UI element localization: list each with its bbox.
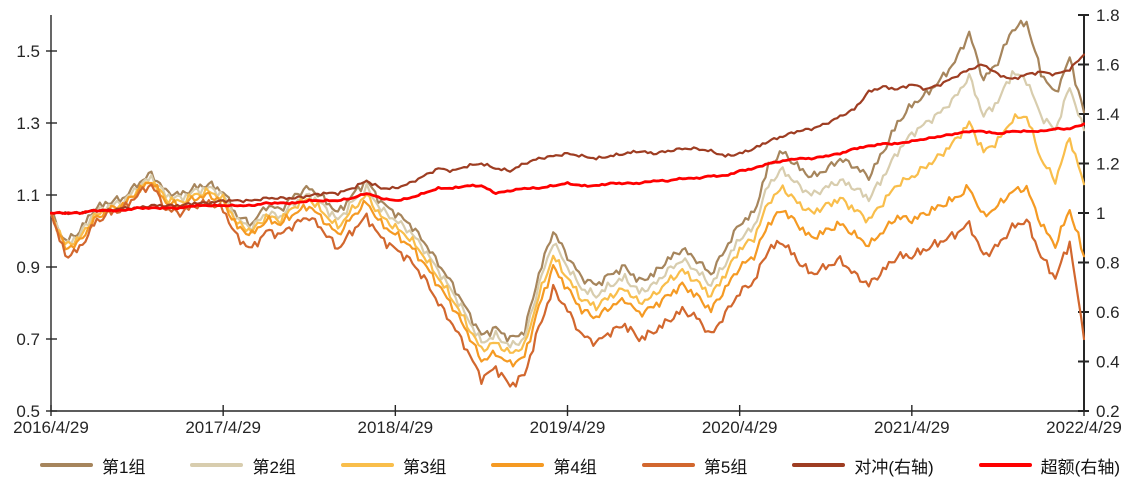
right-axis-tick-label: 1.2 [1096, 155, 1120, 174]
left-axis-tick-label: 1.5 [16, 42, 40, 61]
right-axis-tick-label: 0.4 [1096, 353, 1120, 372]
legend-item-第3组: 第3组 [340, 453, 447, 478]
series-line-对冲(右轴) [50, 53, 1085, 216]
legend-item-对冲(右轴): 对冲(右轴) [792, 453, 934, 478]
legend-item-超额(右轴): 超额(右轴) [978, 453, 1120, 478]
series-line-第5组 [50, 183, 1085, 388]
legend-swatch-icon [40, 463, 93, 467]
legend-label: 第3组 [402, 457, 447, 477]
right-axis-tick-label: 0.2 [1096, 402, 1120, 421]
right-axis-tick-label: 1.4 [1096, 105, 1120, 124]
left-axis-tick-label: 0.5 [16, 402, 40, 421]
legend-swatch-icon [792, 463, 846, 467]
legend-swatch-icon [340, 463, 394, 467]
legend-label: 第4组 [553, 457, 597, 477]
legend-swatch-icon [491, 463, 545, 467]
series-line-超额(右轴) [50, 122, 1085, 216]
legend-swatch-icon [190, 463, 244, 467]
x-axis-tick-label: 2017/4/29 [185, 418, 261, 437]
legend-label: 第2组 [252, 457, 296, 477]
x-axis-tick-label: 2021/4/29 [874, 418, 950, 437]
legend-label: 对冲(右轴) [854, 457, 934, 477]
series-line-第2组 [50, 70, 1085, 349]
right-axis-tick-label: 1.8 [1096, 6, 1120, 25]
legend-item-第2组: 第2组 [190, 453, 296, 478]
legend-swatch-icon [978, 463, 1032, 467]
legend-label: 超额(右轴) [1040, 457, 1120, 477]
series-line-第4组 [50, 181, 1085, 368]
chart-legend: 第1组 第2组 第3组 第4组 第5组 对冲(右轴) 超额(右轴) [40, 450, 1120, 480]
legend-label: 第1组 [102, 457, 146, 477]
legend-label: 第5组 [703, 457, 748, 477]
left-axis-tick-label: 1.1 [16, 186, 40, 205]
left-axis-tick-label: 1.3 [16, 114, 40, 133]
right-axis-tick-label: 0.6 [1096, 303, 1120, 322]
right-axis-tick-label: 0.8 [1096, 254, 1120, 273]
series-line-第3组 [50, 113, 1085, 354]
plot-area: 1.5 1.3 1.1 0.9 0.7 0.5 1.8 1.6 1.4 1.2 1 0.8 0.6 0.4… [13, 6, 1122, 437]
series-line-第1组 [50, 19, 1085, 343]
x-axis-tick-label: 2019/4/29 [530, 418, 606, 437]
right-axis-tick-label: 1.6 [1096, 56, 1120, 75]
x-axis-tick-label: 2016/4/29 [13, 418, 89, 437]
left-axis-tick-label: 0.7 [16, 330, 40, 349]
legend-item-第4组: 第4组 [491, 453, 597, 478]
x-axis-tick-label: 2018/4/29 [358, 418, 434, 437]
legend-item-第5组: 第5组 [641, 453, 748, 478]
legend-swatch-icon [641, 463, 695, 467]
left-axis-tick-label: 0.9 [16, 258, 40, 277]
x-axis-tick-label: 2020/4/29 [702, 418, 778, 437]
x-axis-tick-label: 2022/4/29 [1046, 418, 1122, 437]
legend-item-第1组: 第1组 [40, 453, 145, 478]
right-axis-tick-label: 1 [1096, 204, 1105, 223]
